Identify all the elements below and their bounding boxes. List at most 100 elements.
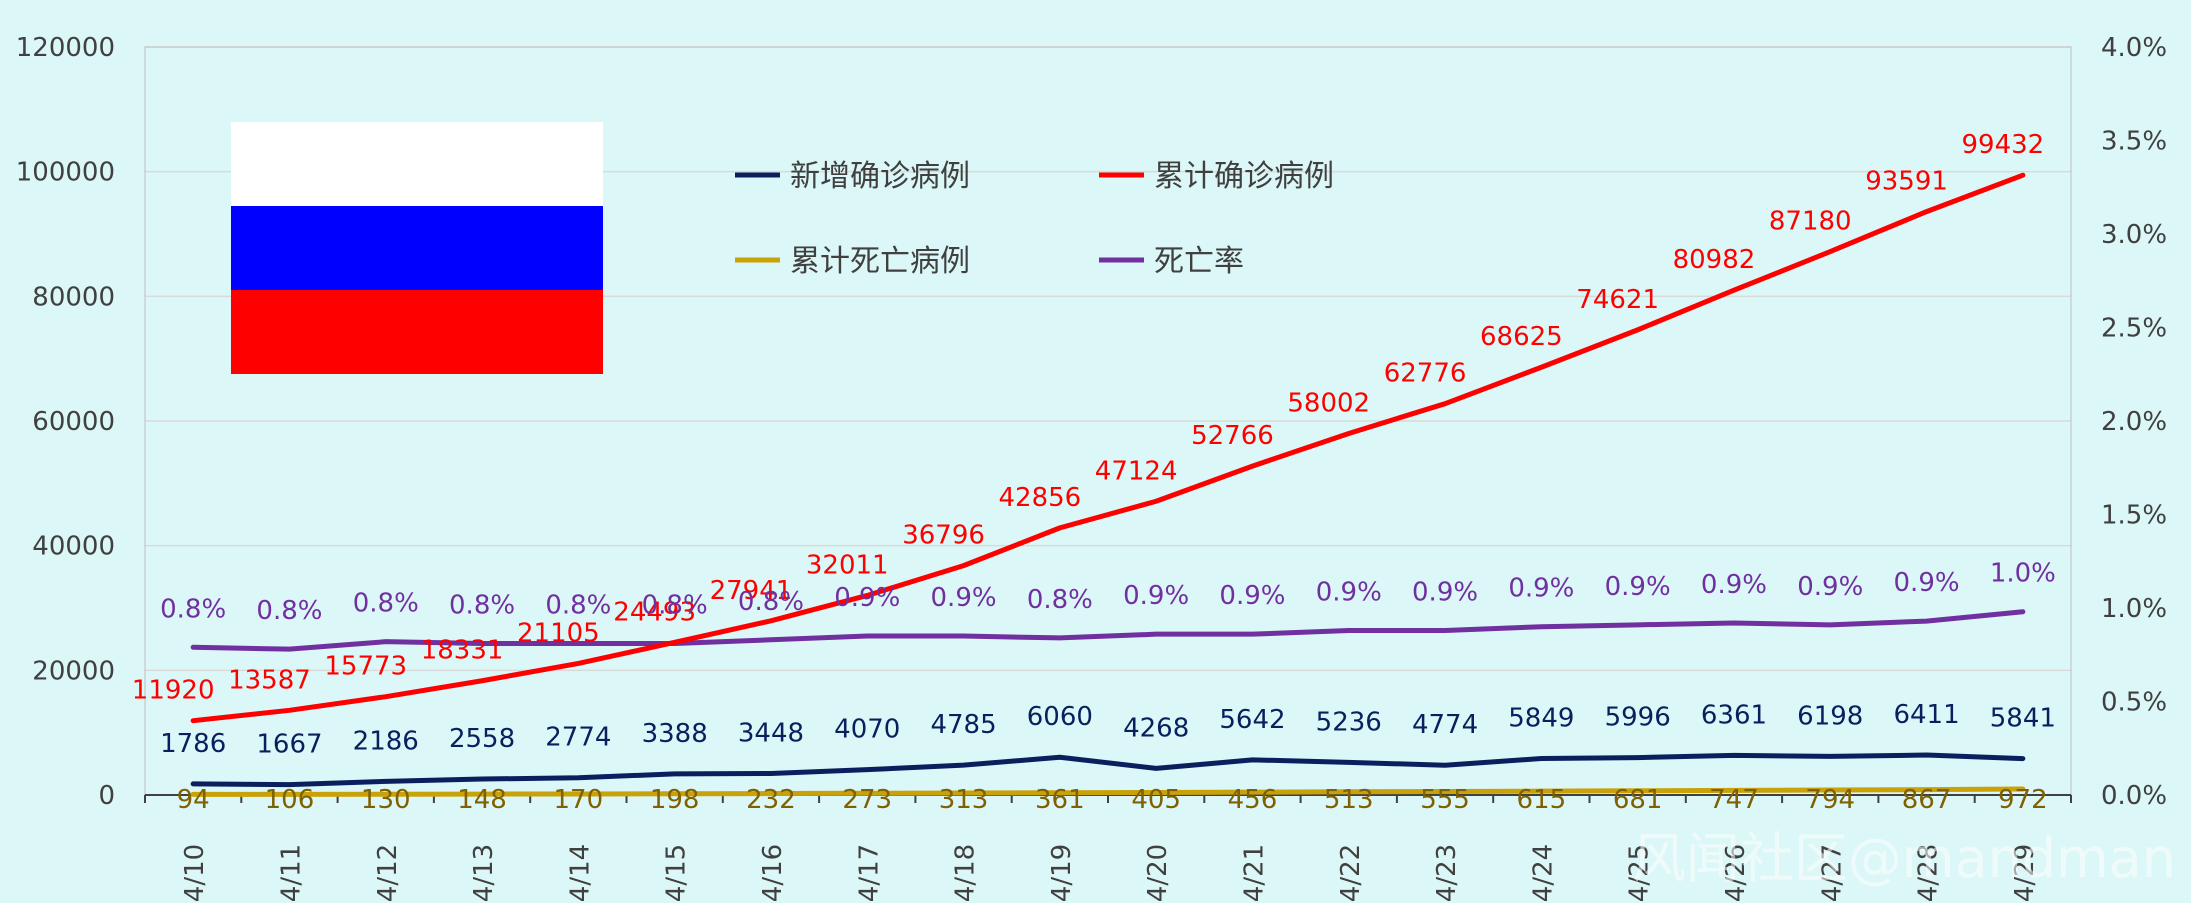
label-death-rate: 0.9% <box>1508 574 1574 604</box>
y-left-tick-label: 100000 <box>16 158 115 188</box>
y-left-tick-label: 0 <box>98 781 115 811</box>
label-new-cases: 1667 <box>256 730 322 760</box>
x-tick-label-4-21: 4/21 <box>1239 844 1269 902</box>
label-total-deaths: 94 <box>177 785 210 815</box>
y-right-tick-label: 3.5% <box>2101 127 2167 157</box>
label-new-cases: 2774 <box>545 723 611 753</box>
label-total-cases: 99432 <box>1961 130 2044 160</box>
label-total-cases: 62776 <box>1384 359 1467 389</box>
label-death-rate: 0.9% <box>1123 581 1189 611</box>
label-new-cases: 2186 <box>353 726 419 756</box>
label-total-deaths: 148 <box>457 785 507 815</box>
y-right-tick-label: 0.0% <box>2101 781 2167 811</box>
label-new-cases: 2558 <box>449 724 515 754</box>
label-total-cases: 27941 <box>710 576 793 606</box>
label-death-rate: 0.9% <box>1797 572 1863 602</box>
x-tick-label-4-22: 4/22 <box>1336 844 1366 902</box>
label-total-deaths: 232 <box>746 785 796 815</box>
label-total-deaths: 747 <box>1709 785 1759 815</box>
label-total-cases: 13587 <box>228 665 311 695</box>
x-tick-label-4-24: 4/24 <box>1528 844 1558 902</box>
label-new-cases: 4774 <box>1412 710 1478 740</box>
x-tick-label-4-20: 4/20 <box>1143 844 1173 902</box>
label-death-rate: 0.9% <box>834 583 900 613</box>
label-new-cases: 3448 <box>738 719 804 749</box>
label-new-cases: 5642 <box>1219 705 1285 735</box>
label-new-cases: 4070 <box>834 715 900 745</box>
line-new-cases <box>190 752 2026 788</box>
label-new-cases: 6198 <box>1797 701 1863 731</box>
label-total-deaths: 273 <box>842 785 892 815</box>
label-total-cases: 18331 <box>421 636 504 666</box>
label-total-cases: 15773 <box>324 652 407 682</box>
x-tick-label-4-10: 4/10 <box>180 844 210 902</box>
label-total-deaths: 681 <box>1613 785 1663 815</box>
legend-label-death-rate: 死亡率 <box>1154 244 1244 279</box>
y-right-tick-label: 1.5% <box>2101 501 2167 531</box>
label-death-rate: 0.9% <box>1605 572 1671 602</box>
x-tick-label-4-11: 4/11 <box>276 844 306 902</box>
label-death-rate: 0.9% <box>931 583 997 613</box>
label-total-deaths: 170 <box>554 785 604 815</box>
label-death-rate: 0.9% <box>1894 568 1960 598</box>
label-death-rate: 0.8% <box>738 587 804 617</box>
x-tick-label-4-28: 4/28 <box>1914 844 1944 902</box>
label-new-cases: 5236 <box>1316 707 1382 737</box>
x-tick-label-4-12: 4/12 <box>373 844 403 902</box>
label-death-rate: 0.8% <box>353 589 419 619</box>
x-tick-label-4-17: 4/17 <box>854 844 884 902</box>
x-tick-label-4-29: 4/29 <box>2010 844 2040 902</box>
data-labels: 1786 1667 2186 2558 2774 3388 3448 4070 4785 6060… <box>132 130 2056 815</box>
x-tick-label-4-13: 4/13 <box>469 844 499 902</box>
label-new-cases: 5996 <box>1605 703 1671 733</box>
label-total-cases: 80982 <box>1673 245 1756 275</box>
legend-label-new-cases: 新增确诊病例 <box>790 159 970 194</box>
label-new-cases: 6411 <box>1893 700 1959 730</box>
label-total-deaths: 555 <box>1420 785 1470 815</box>
x-tick-label-4-18: 4/18 <box>951 844 981 902</box>
label-total-cases: 36796 <box>902 521 985 551</box>
label-total-deaths: 405 <box>1131 785 1181 815</box>
label-death-rate: 0.8% <box>545 591 611 621</box>
y-left-tick-label: 60000 <box>32 407 115 437</box>
label-total-cases: 21105 <box>517 618 600 648</box>
legend: 新增确诊病例 累计确诊病例 累计死亡病例 死亡率 <box>735 159 1334 279</box>
label-total-cases: 52766 <box>1191 421 1274 451</box>
y-right-tick-label: 1.0% <box>2101 594 2167 624</box>
line-total-deaths <box>190 786 2026 797</box>
label-death-rate: 0.8% <box>642 591 708 621</box>
flag-stripe-white <box>231 122 603 206</box>
x-tick-label-4-14: 4/14 <box>565 844 595 902</box>
x-tick-label-4-25: 4/25 <box>1625 844 1655 902</box>
label-death-rate: 0.8% <box>449 591 515 621</box>
label-total-cases: 68625 <box>1480 322 1563 352</box>
label-new-cases: 4785 <box>930 710 996 740</box>
label-total-cases: 87180 <box>1769 207 1852 237</box>
label-total-deaths: 198 <box>650 785 700 815</box>
y-right-tick-label: 2.5% <box>2101 314 2167 344</box>
label-death-rate: 0.9% <box>1219 581 1285 611</box>
label-death-rate: 0.8% <box>256 596 322 626</box>
label-death-rate: 0.9% <box>1412 577 1478 607</box>
x-tick-label-4-23: 4/23 <box>1432 844 1462 902</box>
label-total-cases: 93591 <box>1865 167 1948 197</box>
x-tick-label-4-27: 4/27 <box>1817 844 1847 902</box>
label-total-deaths: 794 <box>1805 785 1855 815</box>
y-right-tick-label: 3.0% <box>2101 220 2167 250</box>
label-total-cases: 47124 <box>1095 456 1178 486</box>
x-tick-label-4-15: 4/15 <box>662 844 692 902</box>
label-death-rate: 0.8% <box>1027 585 1093 615</box>
y-left-tick-label: 20000 <box>32 656 115 686</box>
label-new-cases: 3388 <box>642 719 708 749</box>
label-total-cases: 24493 <box>613 597 696 627</box>
label-total-deaths: 972 <box>1998 785 2048 815</box>
y-left-tick-label: 80000 <box>32 282 115 312</box>
legend-label-total-cases: 累计确诊病例 <box>1154 159 1334 194</box>
label-total-cases: 42856 <box>998 483 1081 513</box>
label-total-deaths: 456 <box>1228 785 1278 815</box>
flag-stripe-red <box>231 290 603 374</box>
line-death-rate <box>190 609 2026 652</box>
label-total-deaths: 130 <box>361 785 411 815</box>
y-left-tick-label: 40000 <box>32 532 115 562</box>
